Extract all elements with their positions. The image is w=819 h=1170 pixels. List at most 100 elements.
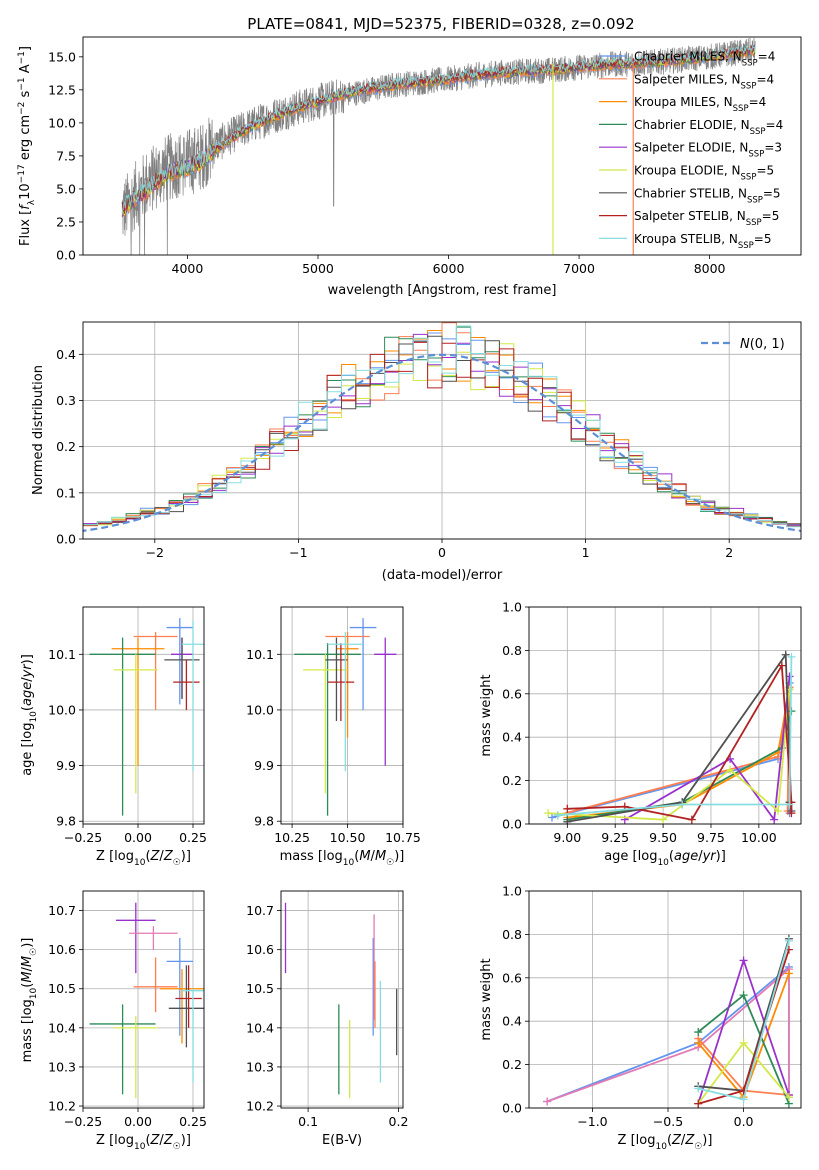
x-tick-label: 0.0 [734,1114,754,1129]
y-tick-label: 10.2 [246,1099,274,1114]
mass-weight-marker [784,1093,793,1102]
y-tick-label: 10.4 [48,1020,76,1035]
x-tick-label: 9.25 [601,830,629,845]
legend-label: Kroupa MILES, NSSP=4 [634,95,766,114]
x-tick-label: 10.50 [330,830,366,845]
mass-weight-marker [739,1038,748,1047]
y-tick-label: 0.3 [56,393,76,408]
model-spectrum-line [121,45,756,214]
x-tick-label: −0.25 [64,830,102,845]
y-tick-label: 12.5 [48,82,76,97]
y-axis-label: age [log10(age/yr)] [20,654,39,776]
mass-weight-marker [687,815,696,824]
legend-label: Chabrier ELODIE, NSSP=4 [634,118,783,137]
mass-weight-marker [543,1097,552,1106]
x-axis-label: Z [log10(Z/Z☉)] [618,1133,713,1152]
plot-area [89,902,204,1099]
x-tick-label: 0 [438,545,446,560]
x-axis-label: age [log10(age/yr)] [604,849,726,868]
x-tick-label: 0.00 [124,1114,152,1129]
y-tick-label: 10.3 [246,1059,274,1074]
age-vs-metallicity-panel: −0.25 0.00 0.25 9.8 9.9 10.0 10.1 Z [log10(Z/Z☉… [20,606,207,868]
model-spectrum-line [121,44,756,213]
y-tick-label: 10.7 [246,903,274,918]
residual-legend: N(0, 1) [701,337,785,352]
figure-title: PLATE=0841, MJD=52375, FIBERID=0328, z=0… [247,15,634,33]
y-tick-label: 0.4 [502,1014,522,1029]
mass-weight-marker [563,804,572,813]
mass-weight-line [551,682,791,819]
x-tick-label: 10.75 [385,830,421,845]
y-tick-label: 10.0 [48,702,76,717]
x-tick-label: 8000 [694,261,726,276]
mass-weight-marker [787,652,796,661]
plot-area [89,618,204,816]
mass-weight-marker [694,1038,703,1047]
y-axis-label: Flux [fλ10−17 erg cm−2 s−1 A−1] [17,46,37,246]
residuals-panel: −2 −1 0 1 2 0.0 0.1 0.2 0.3 0.4 (data-model)/error… [31,321,802,583]
x-axis-label: Z [log10(Z/Z☉)] [96,849,191,868]
spectrum-legend: Chabrier MILES, NSSP=4 Salpeter MILES, NS… [599,50,783,251]
mass-weight-marker [785,800,794,809]
x-tick-label: 10.25 [274,830,310,845]
x-axis-label: Z [log10(Z/Z☉)] [96,1133,191,1152]
x-tick-label: 0.2 [389,1114,409,1129]
y-tick-label: 10.1 [48,647,76,662]
plot-area [284,902,398,1099]
axes-frame [528,606,802,825]
mass-weight-marker [787,809,796,818]
legend-label: Kroupa ELODIE, NSSP=5 [634,164,774,183]
y-tick-label: 0.8 [502,927,522,942]
plot-area [294,618,397,816]
y-tick-label: 5.0 [56,181,76,196]
y-tick-label: 10.7 [48,903,76,918]
y-tick-label: 0.2 [502,1057,522,1072]
mass-weight-marker [739,1095,748,1104]
mass-weight-marker [739,991,748,1000]
legend-label: Salpeter MILES, NSSP=4 [634,72,774,91]
y-tick-label: 0.4 [56,347,76,362]
mass-weight-marker [694,1099,703,1108]
y-axis-label: mass weight [479,958,494,1040]
y-tick-label: 0.6 [502,686,522,701]
x-tick-label: 9.50 [649,830,677,845]
x-tick-label: 0.1 [298,1114,318,1129]
y-tick-label: 0.4 [502,730,522,745]
plot-area [83,322,801,533]
x-tick-label: 9.00 [553,830,581,845]
age-vs-mass-panel: 10.25 10.50 10.75 9.8 9.9 10.0 10.1 mass [log10… [246,606,421,868]
mass-weight-marker [726,765,735,774]
y-tick-label: 10.0 [246,702,274,717]
axes-frame [528,890,802,1109]
x-tick-label: −1.0 [577,1114,607,1129]
x-axis-label: mass [log10(M/M☉)] [280,849,405,868]
legend-label: Chabrier MILES, NSSP=4 [634,50,775,69]
x-tick-label: 0.25 [179,830,207,845]
mass-weight-marker [739,956,748,965]
mass-weight-marker [774,806,783,815]
y-tick-label: 10.2 [48,1099,76,1114]
mass-weight-marker [547,813,556,822]
y-tick-label: 0.0 [502,817,522,832]
y-axis-label: mass [log10(M/M☉)] [20,938,39,1063]
plot-area [121,37,756,255]
y-tick-label: 10.6 [246,942,274,957]
mass-weight-marker [544,809,553,818]
mass-weight-line [624,676,791,823]
legend-label: Kroupa STELIB, NSSP=5 [634,232,772,251]
x-tick-label: 0.25 [179,1114,207,1129]
mass-weight-marker [678,800,687,809]
mass-vs-ebv-panel: 0.1 0.2 10.2 10.3 10.4 10.5 10.6 10.7 E(B-V) [246,890,409,1148]
y-tick-label: 9.9 [254,758,274,773]
y-tick-label: 10.6 [48,942,76,957]
axes-frame [82,606,205,825]
y-tick-label: 1.0 [502,884,522,899]
mass-weight-marker [553,811,562,820]
x-tick-label: 4000 [172,261,204,276]
plot-area [543,934,793,1108]
y-tick-label: 10.5 [48,981,76,996]
axes-frame [280,890,404,1109]
mass-weight-line [548,689,791,821]
y-tick-label: 9.9 [56,758,76,773]
